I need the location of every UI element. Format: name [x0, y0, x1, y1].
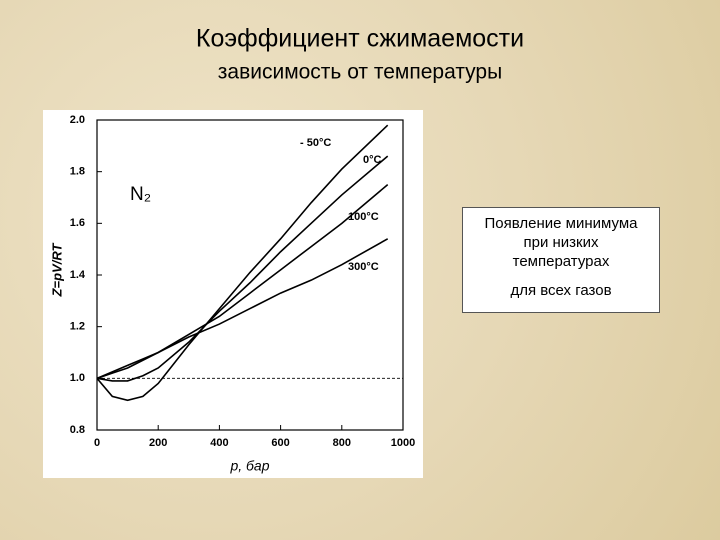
note-line: для всех газов	[510, 282, 612, 299]
series-line	[96, 238, 389, 380]
note-line: при низких	[523, 234, 599, 251]
series-line	[96, 155, 389, 382]
note-line: Появление минимума	[484, 215, 638, 232]
annotation: N₂	[130, 184, 151, 205]
y-tick-label: 1.2	[70, 321, 85, 333]
x-tick-label: 600	[271, 437, 289, 449]
x-tick-label: 400	[210, 437, 228, 449]
series-label: 0°C	[363, 154, 382, 166]
x-tick-label: 200	[149, 437, 167, 449]
y-tick-label: 0.8	[70, 424, 85, 436]
series-line	[96, 183, 389, 380]
y-tick-label: 1.6	[70, 217, 85, 229]
chart-panel	[43, 110, 423, 478]
note-line: температурах	[512, 253, 610, 270]
x-tick-label: 0	[94, 437, 100, 449]
y-tick-label: 2.0	[70, 114, 85, 126]
x-tick-label: 1000	[391, 437, 415, 449]
y-tick-label: 1.0	[70, 372, 85, 384]
x-axis-label: p, бар	[229, 458, 269, 474]
y-tick-label: 1.4	[70, 269, 86, 281]
y-tick-label: 1.8	[70, 166, 85, 178]
series-label: 300°C	[348, 261, 379, 273]
chart-subtitle: зависимость от температуры	[218, 61, 502, 84]
y-axis-label: Z=pV/RT	[49, 243, 64, 298]
series-label: - 50°C	[300, 137, 331, 149]
series-label: 100°C	[348, 211, 379, 223]
x-tick-label: 800	[333, 437, 351, 449]
chart-title: Коэффициент сжимаемости	[196, 25, 524, 53]
note-box: Появление минимума при низких температур…	[462, 207, 660, 313]
